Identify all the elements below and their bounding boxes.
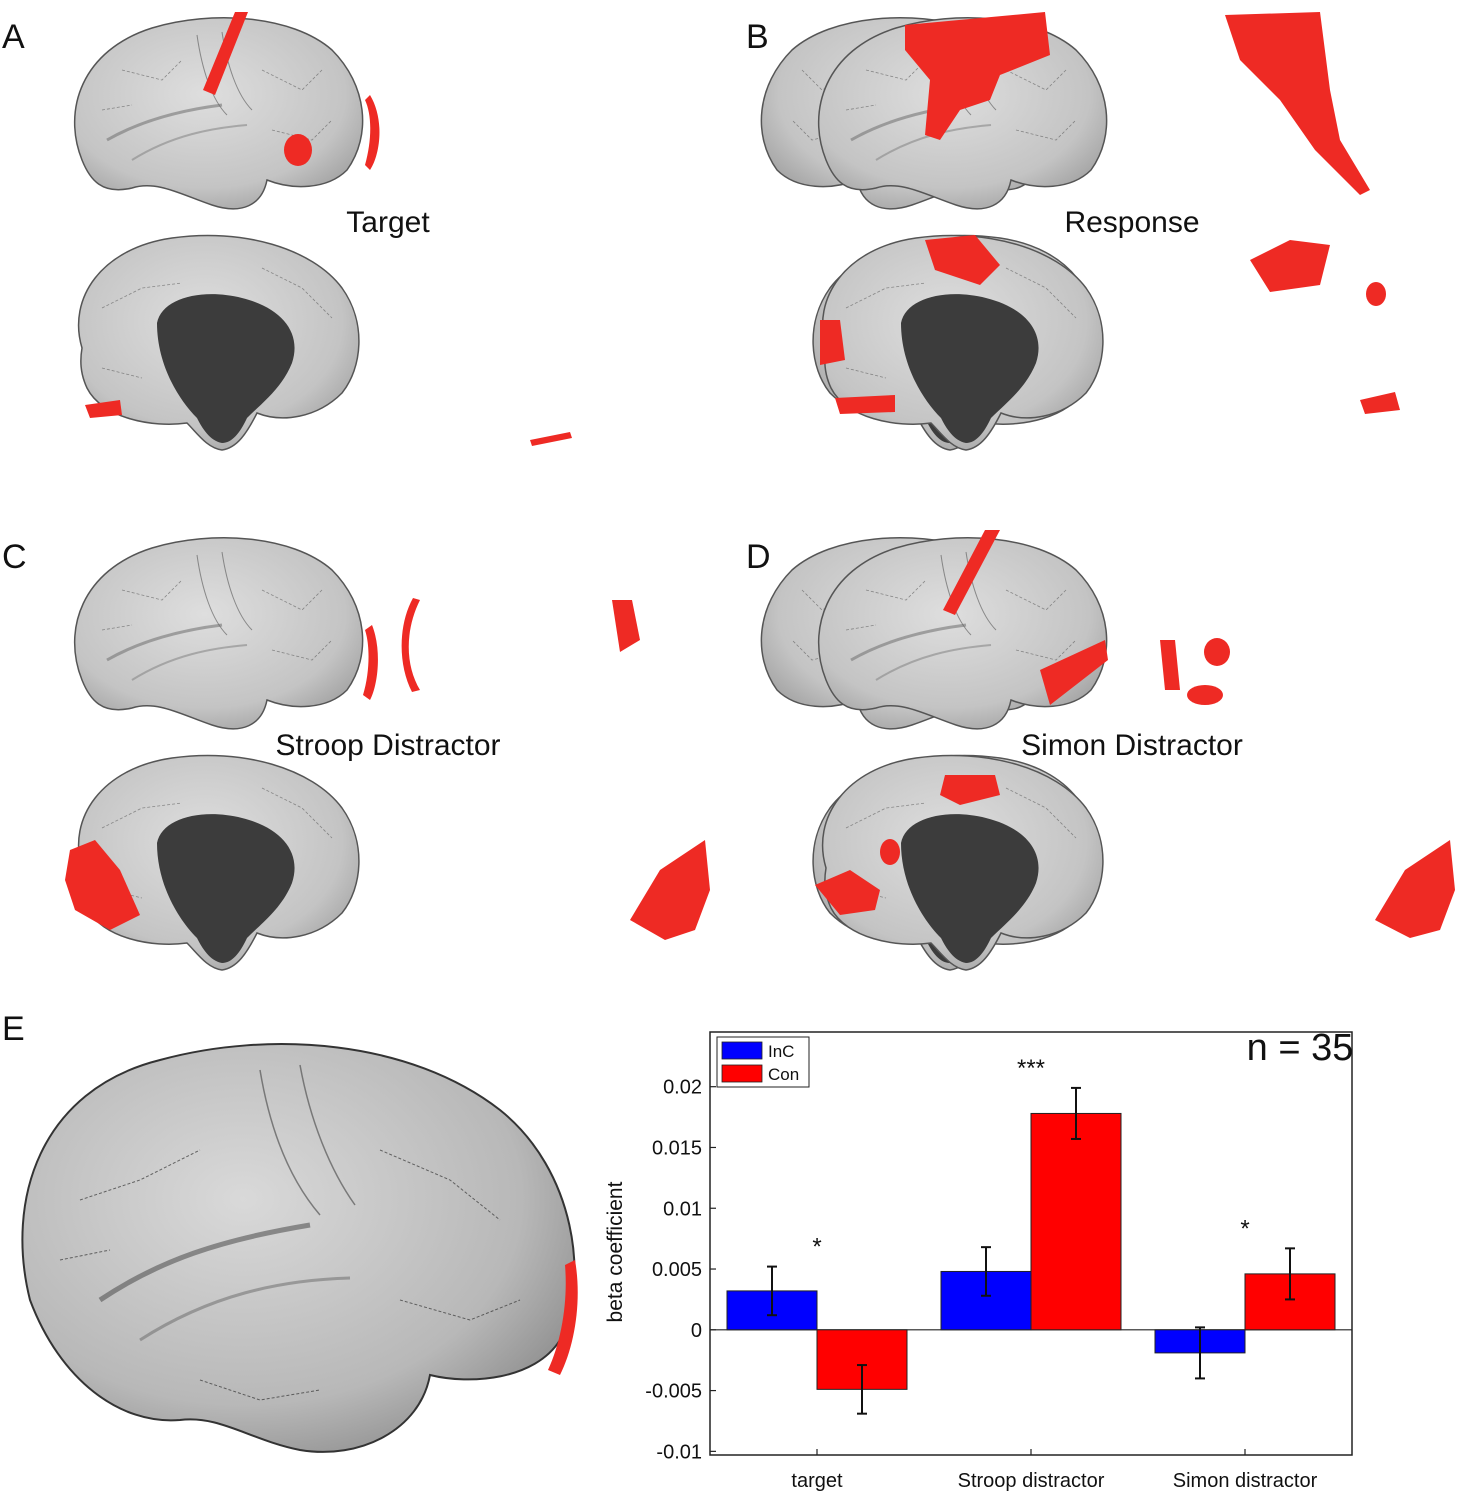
highlight-region [401, 598, 420, 692]
panel-b-title: Response [1064, 206, 1199, 239]
x-tick-label: Stroop distractor [958, 1470, 1105, 1492]
highlight-region [943, 530, 1000, 615]
n-annotation: n = 35 [1247, 1027, 1354, 1069]
highlight-region [940, 775, 1000, 805]
highlight-region [363, 625, 378, 700]
bar-chart: -0.01 -0.005 0 0.005 0.01 0.015 0.02 target Stro… [604, 1027, 1353, 1492]
panel-e-brain [21, 1043, 578, 1453]
panel-c-title: Stroop Distractor [275, 729, 500, 762]
bar-inc [940, 1270, 1032, 1331]
y-tick-label: 0 [691, 1320, 702, 1342]
legend-swatch-con [721, 1064, 763, 1083]
y-tick-label: -0.005 [645, 1381, 702, 1403]
bar-con [1030, 1112, 1122, 1331]
highlight-region [905, 12, 1050, 140]
panel-d-title: Simon Distractor [1021, 729, 1243, 762]
chart-legend: InC Con [716, 1036, 810, 1088]
highlight-region [1366, 282, 1386, 306]
panel-c-brains [65, 536, 1095, 971]
x-tick-label: target [791, 1470, 843, 1492]
highlight-region [1160, 640, 1180, 690]
highlight-region [630, 840, 710, 940]
panel-c-letter: C [2, 538, 27, 576]
legend-swatch-inc [721, 1041, 763, 1060]
highlight-region [284, 134, 312, 166]
highlight-region [1040, 640, 1108, 705]
highlight-region [835, 395, 895, 414]
significance-marker: *** [1017, 1055, 1045, 1082]
highlight-region [365, 95, 380, 170]
panel-d-letter: D [746, 538, 771, 576]
highlight-region [65, 840, 140, 930]
panel-b-letter: B [746, 18, 769, 56]
significance-marker: * [812, 1234, 821, 1261]
highlight-region [1204, 638, 1230, 666]
highlight-region [612, 600, 640, 652]
panel-b-brains [817, 12, 1400, 451]
x-tick-label: Simon distractor [1173, 1470, 1318, 1492]
chart-error-bars [767, 1086, 1295, 1415]
highlight-region [1187, 685, 1223, 705]
highlight-region [1225, 12, 1370, 195]
highlight-region [203, 12, 248, 95]
panel-e-letter: E [2, 1010, 25, 1048]
y-tick-label: 0.015 [652, 1137, 702, 1159]
chart-bars [726, 1112, 1336, 1390]
highlight-region [880, 839, 900, 865]
highlight-region [85, 400, 122, 418]
y-tick-label: 0.01 [663, 1198, 702, 1220]
highlight-region [925, 235, 1000, 285]
highlight-region [1375, 840, 1455, 938]
highlight-region [1250, 240, 1330, 292]
significance-marker: * [1240, 1215, 1249, 1242]
highlight-region [820, 320, 845, 365]
panel-a-title: Target [346, 206, 430, 239]
y-tick-label: 0.02 [663, 1077, 702, 1099]
y-tick-label: 0.005 [652, 1259, 702, 1281]
highlight-region [548, 1260, 578, 1375]
legend-label-con: Con [768, 1065, 799, 1084]
y-tick-label: -0.01 [656, 1441, 702, 1463]
panel-a-letter: A [2, 18, 25, 56]
y-axis-label: beta coefficient [604, 1181, 627, 1322]
panel-a-brains [73, 12, 1095, 451]
chart-ticks: -0.01 -0.005 0 0.005 0.01 0.015 0.02 target Stro… [645, 1077, 1317, 1492]
panel-d-brains [815, 530, 1455, 971]
chart-significance: ***** [812, 1055, 1249, 1261]
highlight-region [815, 870, 880, 915]
legend-label-inc: InC [768, 1042, 794, 1061]
highlight-region [530, 432, 572, 446]
highlight-region [1360, 392, 1400, 414]
